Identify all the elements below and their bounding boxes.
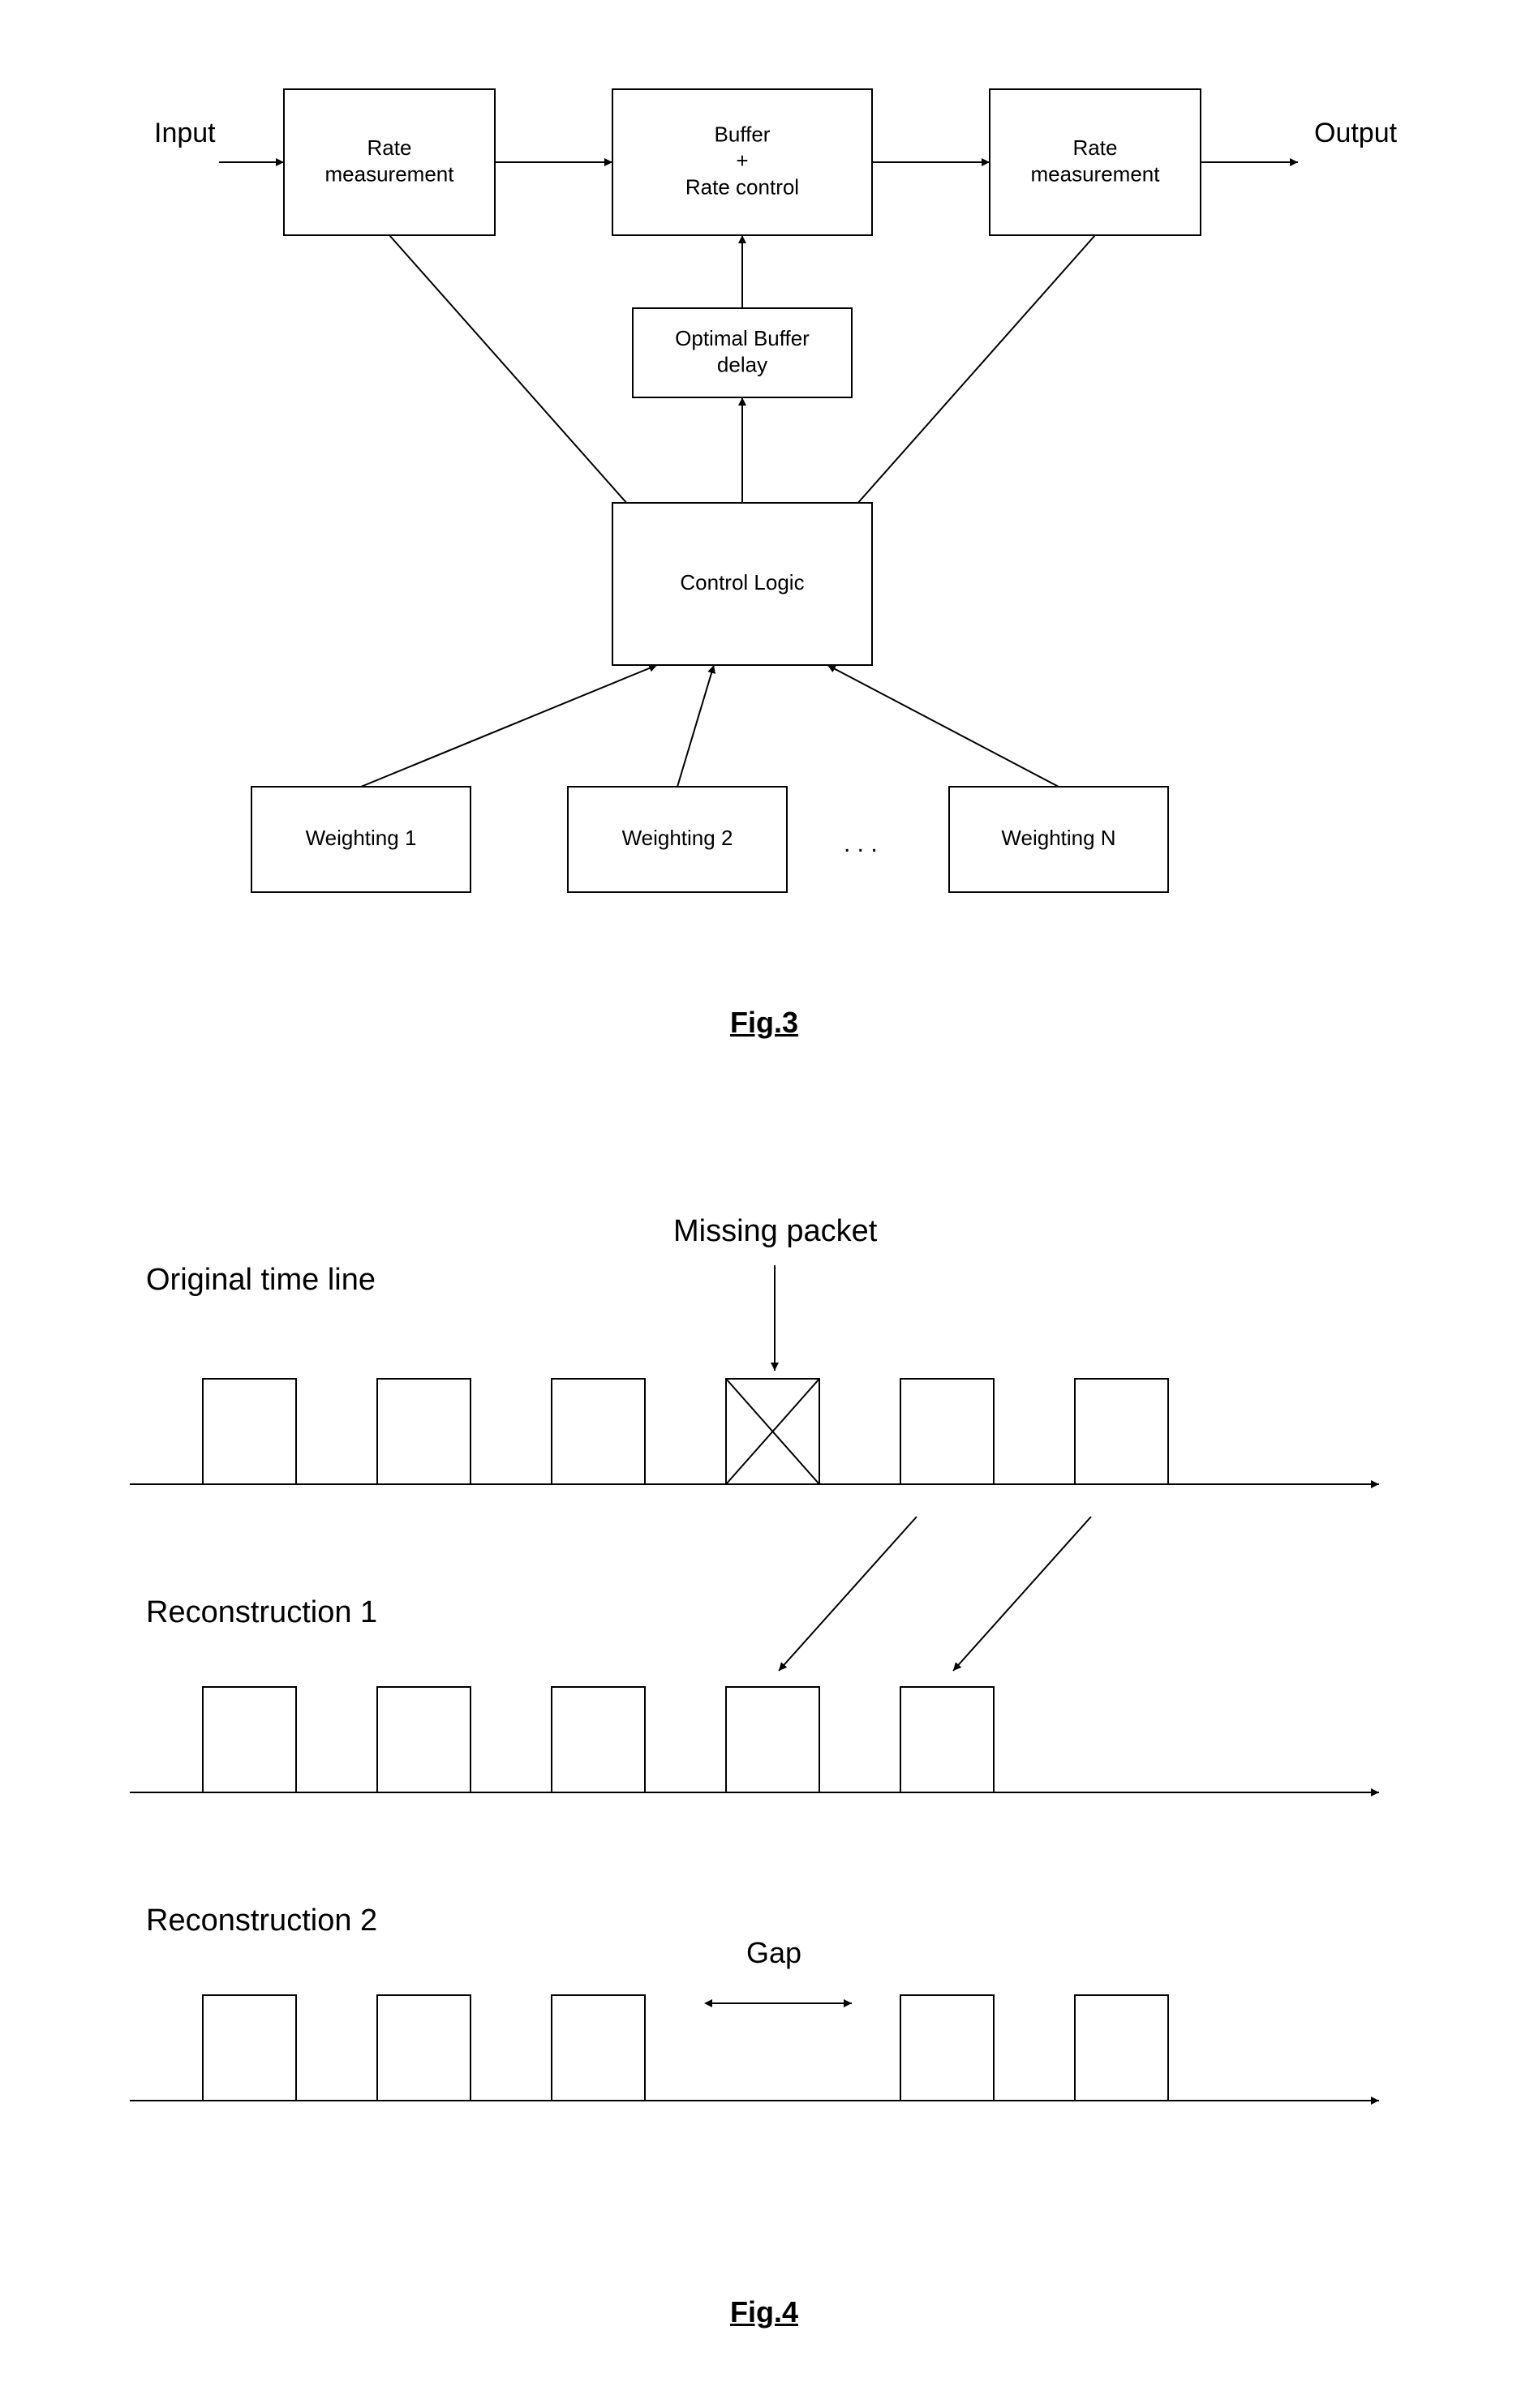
svg-text:Original time line: Original time line bbox=[146, 1263, 376, 1297]
svg-text:Rate control: Rate control bbox=[685, 175, 799, 200]
svg-text:Input: Input bbox=[154, 118, 216, 148]
svg-text:measurement: measurement bbox=[1031, 161, 1161, 186]
fig4-timelines: Original time line Missing packet Reconstr… bbox=[130, 1214, 1379, 2101]
svg-text:Rate: Rate bbox=[1073, 135, 1118, 160]
fig3-caption: Fig.3 bbox=[730, 1006, 798, 1040]
svg-text:. . .: . . . bbox=[844, 831, 878, 857]
svg-text:Buffer: Buffer bbox=[715, 122, 771, 147]
page: InputOutputRatemeasurementBuffer+Rate co… bbox=[0, 0, 1534, 2408]
svg-text:delay: delay bbox=[717, 352, 767, 376]
svg-text:Reconstruction 2: Reconstruction 2 bbox=[146, 1904, 377, 1938]
svg-text:Output: Output bbox=[1314, 118, 1398, 148]
svg-text:Weighting 2: Weighting 2 bbox=[622, 826, 733, 850]
svg-text:Rate: Rate bbox=[367, 135, 412, 160]
fig4-caption: Fig.4 bbox=[730, 2295, 798, 2329]
svg-text:Gap: Gap bbox=[746, 1936, 801, 1969]
svg-text:Missing packet: Missing packet bbox=[673, 1214, 878, 1248]
svg-text:Weighting 1: Weighting 1 bbox=[306, 826, 417, 850]
svg-text:Weighting N: Weighting N bbox=[1001, 826, 1115, 850]
diagram-canvas: InputOutputRatemeasurementBuffer+Rate co… bbox=[0, 0, 1534, 2408]
svg-text:measurement: measurement bbox=[325, 161, 455, 186]
svg-text:Control Logic: Control Logic bbox=[680, 570, 804, 594]
svg-text:Optimal Buffer: Optimal Buffer bbox=[675, 326, 810, 350]
svg-text:Reconstruction 1: Reconstruction 1 bbox=[146, 1595, 377, 1629]
svg-text:+: + bbox=[736, 148, 748, 173]
fig3-flowchart: InputOutputRatemeasurementBuffer+Rate co… bbox=[154, 89, 1398, 892]
